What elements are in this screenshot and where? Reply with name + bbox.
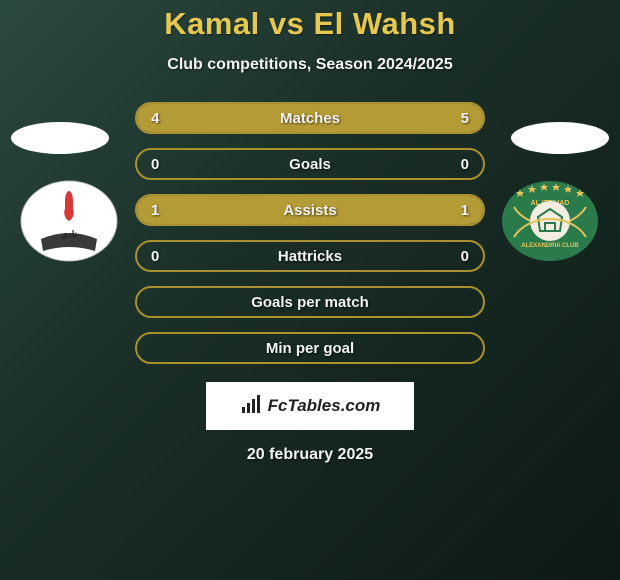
watermark: FcTables.com [206, 382, 414, 430]
watermark-text: FcTables.com [268, 396, 381, 416]
stat-label: Goals per match [251, 294, 369, 311]
watermark-icon [240, 393, 262, 420]
club-badge-left: نادي [19, 179, 119, 263]
player-right-oval [511, 122, 609, 154]
stat-rows-container: 4 5 Matches 0 0 Goals 1 1 Assists 0 0 Hattricks Goal… [135, 102, 485, 364]
svg-text:نادي: نادي [61, 229, 77, 240]
stat-value-right: 5 [461, 110, 469, 127]
stat-label: Goals [289, 156, 331, 173]
stat-value-right: 0 [461, 248, 469, 265]
page-title: Kamal vs El Wahsh [164, 6, 456, 42]
stat-value-right: 0 [461, 156, 469, 173]
stat-label: Matches [280, 110, 340, 127]
stat-fill-left [137, 104, 291, 132]
club-badge-right: AL ITTIHAD ALEXANDRIA CLUB [499, 179, 601, 263]
stat-row: Min per goal [135, 332, 485, 364]
stat-label: Min per goal [266, 340, 354, 357]
stat-label: Hattricks [278, 248, 342, 265]
stat-value-left: 0 [151, 248, 159, 265]
subtitle: Club competitions, Season 2024/2025 [167, 56, 452, 74]
stat-value-left: 4 [151, 110, 159, 127]
stat-row: 4 5 Matches [135, 102, 485, 134]
stat-value-left: 1 [151, 202, 159, 219]
stat-row: 1 1 Assists [135, 194, 485, 226]
stat-label: Assists [283, 202, 336, 219]
stat-value-right: 1 [461, 202, 469, 219]
date: 20 february 2025 [247, 446, 373, 464]
stat-value-left: 0 [151, 156, 159, 173]
stat-row: 0 0 Goals [135, 148, 485, 180]
svg-text:ALEXANDRIA CLUB: ALEXANDRIA CLUB [521, 243, 579, 249]
player-left-oval [11, 122, 109, 154]
stat-row: Goals per match [135, 286, 485, 318]
stat-row: 0 0 Hattricks [135, 240, 485, 272]
